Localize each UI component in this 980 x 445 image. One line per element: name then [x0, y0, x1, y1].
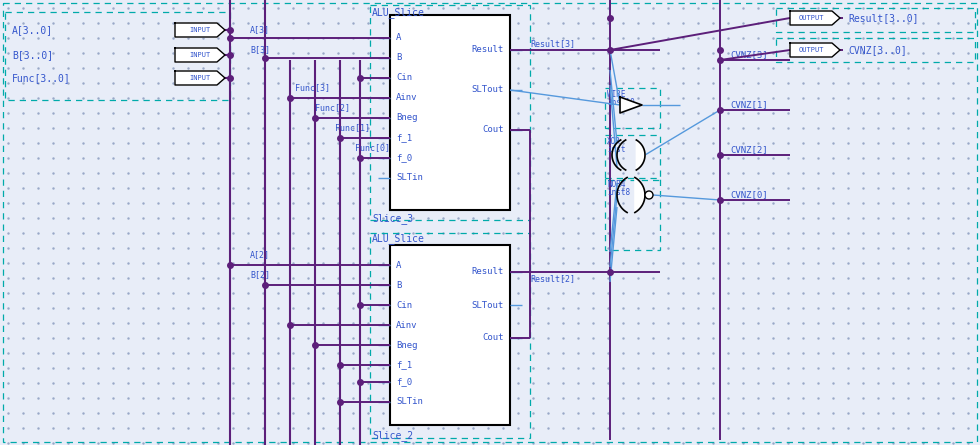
- Text: SLTout: SLTout: [471, 300, 504, 310]
- Bar: [370, 5, 530, 220]
- Bar: [605, 135, 660, 180]
- Text: Cout: Cout: [482, 333, 504, 343]
- Text: A[3..0]: A[3..0]: [12, 25, 53, 35]
- Text: Result[3]: Result[3]: [530, 39, 575, 48]
- Text: Cin: Cin: [396, 73, 413, 82]
- Text: ALU_Slice: ALU_Slice: [372, 7, 425, 18]
- Text: Bneg: Bneg: [396, 113, 417, 122]
- Text: Func[3..0]: Func[3..0]: [12, 73, 71, 83]
- Text: Func[2]: Func[2]: [315, 103, 350, 112]
- Text: Func[3]: Func[3]: [295, 83, 330, 92]
- Text: NOR4: NOR4: [607, 180, 625, 189]
- Bar: [390, 245, 510, 425]
- Text: SLTout: SLTout: [471, 85, 504, 94]
- Text: CVNZ[0]: CVNZ[0]: [730, 190, 767, 199]
- Text: XOR: XOR: [607, 137, 621, 146]
- Bar: [390, 15, 510, 210]
- Text: Result[3..0]: Result[3..0]: [848, 13, 918, 23]
- Text: Func[1]: Func[1]: [335, 123, 370, 132]
- Text: A[3]: A[3]: [250, 25, 270, 34]
- Text: A: A: [396, 33, 402, 43]
- Text: B[2]: B[2]: [250, 270, 270, 279]
- Text: INPUT: INPUT: [189, 27, 211, 33]
- Text: A: A: [396, 260, 402, 270]
- Text: B[3..0]: B[3..0]: [12, 50, 53, 60]
- Polygon shape: [620, 97, 642, 113]
- Text: inst8: inst8: [607, 188, 630, 197]
- Polygon shape: [636, 140, 645, 170]
- Polygon shape: [175, 48, 225, 62]
- Text: SLTin: SLTin: [396, 174, 423, 182]
- Text: OUTPUT: OUTPUT: [799, 15, 824, 21]
- Text: f_1: f_1: [396, 134, 413, 142]
- Text: Cout: Cout: [482, 125, 504, 134]
- Bar: [605, 88, 660, 128]
- Text: Slice_2: Slice_2: [372, 430, 414, 441]
- Text: CVNZ[2]: CVNZ[2]: [730, 145, 767, 154]
- Circle shape: [645, 191, 653, 199]
- Text: CVNZ[3]: CVNZ[3]: [730, 50, 767, 59]
- Polygon shape: [175, 71, 225, 85]
- Text: inst: inst: [607, 145, 625, 154]
- Text: CVNZ[1]: CVNZ[1]: [730, 100, 767, 109]
- Text: Slice_3: Slice_3: [372, 213, 414, 224]
- Bar: [776, 8, 975, 32]
- Polygon shape: [175, 23, 225, 37]
- Text: OUTPUT: OUTPUT: [799, 47, 824, 53]
- Text: f_1: f_1: [396, 360, 413, 369]
- Text: Bneg: Bneg: [396, 340, 417, 349]
- Text: A[2]: A[2]: [250, 250, 270, 259]
- Bar: [5, 12, 230, 100]
- Text: Result: Result: [471, 45, 504, 54]
- Text: B: B: [396, 53, 402, 62]
- Text: Func[0]: Func[0]: [355, 143, 390, 152]
- Text: CVNZ[3..0]: CVNZ[3..0]: [848, 45, 907, 55]
- Text: INPUT: INPUT: [189, 75, 211, 81]
- Polygon shape: [790, 43, 840, 57]
- Text: inst10: inst10: [607, 98, 635, 107]
- Text: f_0: f_0: [396, 377, 413, 387]
- Text: B[3]: B[3]: [250, 45, 270, 54]
- Text: Result: Result: [471, 267, 504, 276]
- Text: Ainv: Ainv: [396, 320, 417, 329]
- Text: f_0: f_0: [396, 154, 413, 162]
- Bar: [605, 178, 660, 250]
- Polygon shape: [790, 11, 840, 25]
- Text: Ainv: Ainv: [396, 93, 417, 102]
- Text: INPUT: INPUT: [189, 52, 211, 58]
- Polygon shape: [635, 178, 645, 213]
- Text: WIRE: WIRE: [607, 90, 625, 99]
- Bar: [370, 233, 530, 438]
- Text: ALU_Slice: ALU_Slice: [372, 233, 425, 244]
- Text: B: B: [396, 280, 402, 290]
- Text: Cin: Cin: [396, 300, 413, 310]
- Text: Result[2]: Result[2]: [530, 274, 575, 283]
- Bar: [776, 38, 975, 62]
- Text: SLTin: SLTin: [396, 397, 423, 406]
